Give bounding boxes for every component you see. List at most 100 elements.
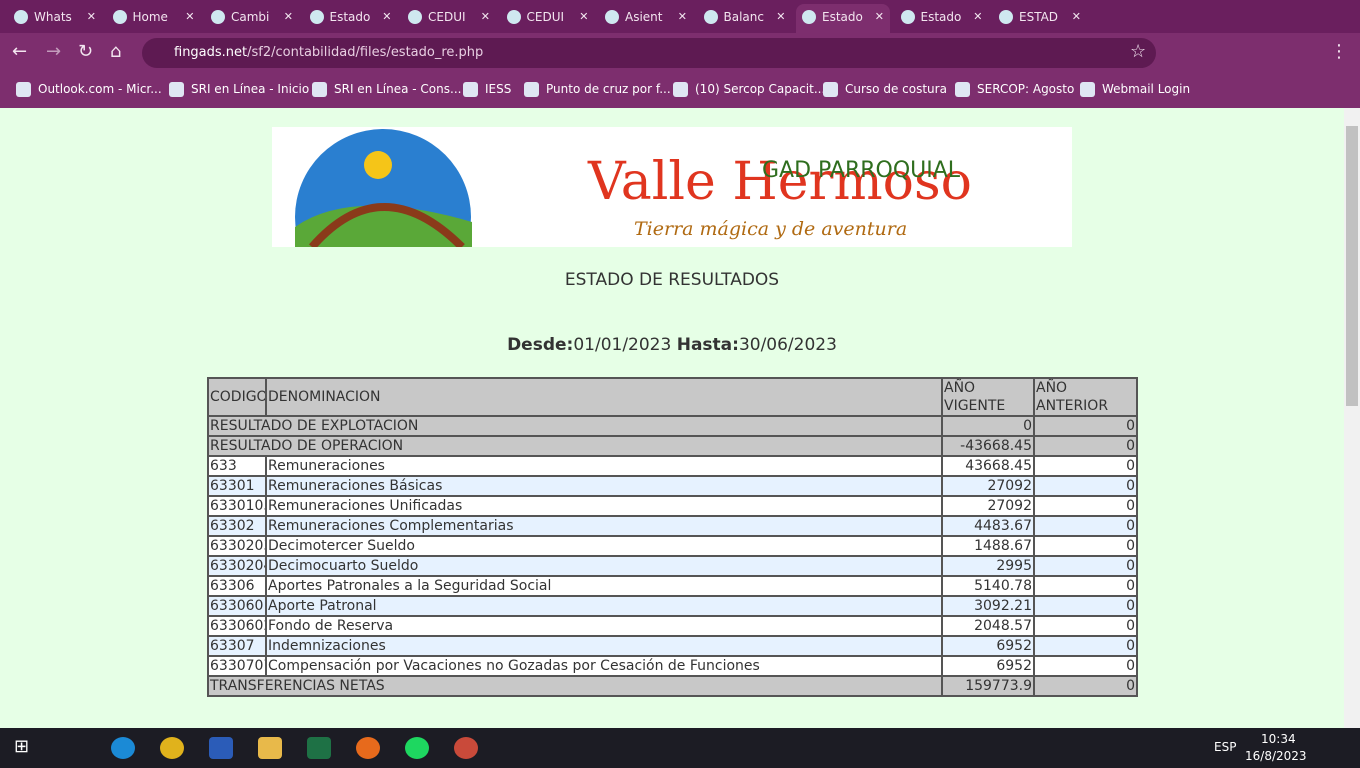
previous-year: 0 xyxy=(1033,475,1138,497)
current-year: 3092.21 xyxy=(941,595,1035,617)
tab[interactable]: Whats xyxy=(8,4,102,33)
tab[interactable]: CEDUI xyxy=(402,4,496,33)
logo-org: GAD PARROQUIAL xyxy=(762,158,961,183)
account-name: Aporte Patronal xyxy=(265,595,943,617)
table-row: 6330707Compensación por Vacaciones no Go… xyxy=(207,655,1138,677)
firefox-icon[interactable] xyxy=(356,737,380,759)
table-row: TRANSFERENCIAS NETAS 159773.9 0 xyxy=(207,675,1138,697)
logo-name: Valle Hermoso xyxy=(587,152,972,212)
bookmark[interactable]: (10) Sercop Capacit... xyxy=(673,82,825,97)
scroll-thumb[interactable] xyxy=(1346,126,1358,406)
previous-year: 0 xyxy=(1033,655,1138,677)
bookmark[interactable]: Curso de costura xyxy=(823,82,947,97)
reload-button[interactable]: ↻ xyxy=(78,41,94,62)
current-year: 159773.9 xyxy=(941,675,1035,697)
chrome-profile-icon[interactable] xyxy=(454,737,478,759)
section-name: TRANSFERENCIAS NETAS xyxy=(207,675,943,697)
edge-icon[interactable] xyxy=(111,737,135,759)
account-code: 6330602 xyxy=(207,615,267,637)
tab[interactable]: ESTAD xyxy=(993,4,1087,33)
explorer-icon[interactable] xyxy=(258,737,282,759)
table-row: RESULTADO DE OPERACION -43668.45 0 xyxy=(207,435,1138,457)
current-year: 0 xyxy=(941,415,1035,437)
spotify-icon[interactable] xyxy=(405,737,429,759)
previous-year: 0 xyxy=(1033,535,1138,557)
column-header: CODIGO xyxy=(207,377,267,417)
account-code: 6330105 xyxy=(207,495,267,517)
menu-button[interactable]: ⋮ xyxy=(1330,41,1348,62)
scrollbar[interactable] xyxy=(1344,108,1360,728)
table-row: 63301 Remuneraciones Básicas 27092 0 xyxy=(207,475,1138,497)
current-year: 1488.67 xyxy=(941,535,1035,557)
account-code: 6330601 xyxy=(207,595,267,617)
home-button[interactable]: ⌂ xyxy=(110,41,122,62)
header-row: CODIGO DENOMINACION AÑO VIGENTE AÑO ANTERIO… xyxy=(207,377,1138,417)
results-table: CODIGO DENOMINACION AÑO VIGENTE AÑO ANTERIO… xyxy=(207,377,1138,697)
account-code: 63306 xyxy=(207,575,267,597)
account-code: 6330707 xyxy=(207,655,267,677)
column-header: AÑO VIGENTE xyxy=(941,377,1035,417)
tab-strip: WhatsHomeCambiEstadoCEDUICEDUIAsientBala… xyxy=(0,0,1360,33)
bookmarks-bar: Outlook.com - Micr... SRI en Línea - Inic… xyxy=(0,73,1360,109)
account-code: 633 xyxy=(207,455,267,477)
language[interactable]: ESP xyxy=(1214,740,1237,754)
current-year: -43668.45 xyxy=(941,435,1035,457)
account-name: Aportes Patronales a la Seguridad Social xyxy=(265,575,943,597)
tab[interactable]: Balanc xyxy=(698,4,792,33)
to-date: 30/06/2023 xyxy=(738,335,837,355)
star-button[interactable]: ☆ xyxy=(1130,41,1147,62)
account-code: 63307 xyxy=(207,635,267,657)
previous-year: 0 xyxy=(1033,635,1138,657)
clock-time[interactable]: 10:34 xyxy=(1261,732,1296,746)
current-year: 6952 xyxy=(941,635,1035,657)
tab[interactable]: Estado xyxy=(304,4,398,33)
previous-year: 0 xyxy=(1033,415,1138,437)
url-host: fingads.net xyxy=(174,45,248,60)
word-icon[interactable] xyxy=(209,737,233,759)
account-name: Remuneraciones xyxy=(265,455,943,477)
account-code: 63302 xyxy=(207,515,267,537)
chrome-icon[interactable] xyxy=(160,737,184,759)
tab[interactable]: Estado xyxy=(895,4,989,33)
tab[interactable]: Asient xyxy=(599,4,693,33)
table-row: 63306 Aportes Patronales a la Seguridad S… xyxy=(207,575,1138,597)
table-row: 63302 Remuneraciones Complementarias 4483.… xyxy=(207,515,1138,537)
previous-year: 0 xyxy=(1033,575,1138,597)
back-button[interactable]: ← xyxy=(12,41,28,62)
bookmark[interactable]: SRI en Línea - Cons... xyxy=(312,82,461,97)
account-code: 6330204 xyxy=(207,555,267,577)
start-button[interactable]: ⊞ xyxy=(14,736,30,757)
bookmark[interactable]: IESS xyxy=(463,82,511,97)
account-name: Remuneraciones Complementarias xyxy=(265,515,943,537)
previous-year: 0 xyxy=(1033,595,1138,617)
bookmark[interactable]: Punto de cruz por f... xyxy=(524,82,671,97)
column-header: AÑO ANTERIOR xyxy=(1033,377,1138,417)
column-header: DENOMINACION xyxy=(265,377,943,417)
tab[interactable]: Home xyxy=(107,4,201,33)
url-path: /sf2/contabilidad/files/estado_re.php xyxy=(247,45,484,60)
clock-date[interactable]: 16/8/2023 xyxy=(1245,749,1307,763)
tab[interactable]: Estado xyxy=(796,4,890,33)
previous-year: 0 xyxy=(1033,455,1138,477)
forward-button[interactable]: → xyxy=(46,41,62,62)
table-row: RESULTADO DE EXPLOTACION 0 0 xyxy=(207,415,1138,437)
previous-year: 0 xyxy=(1033,615,1138,637)
logo-tagline: Tierra mágica y de aventura xyxy=(634,218,907,240)
tab[interactable]: CEDUI xyxy=(501,4,595,33)
bookmark[interactable]: Outlook.com - Micr... xyxy=(16,82,162,97)
to-label: Hasta: xyxy=(676,335,739,355)
url-field[interactable]: fingads.net/sf2/contabilidad/files/estad… xyxy=(142,38,1156,68)
account-name: Remuneraciones Unificadas xyxy=(265,495,943,517)
bookmark[interactable]: SERCOP: Agosto xyxy=(955,82,1074,97)
excel-icon[interactable] xyxy=(307,737,331,759)
tab[interactable]: Cambi xyxy=(205,4,299,33)
previous-year: 0 xyxy=(1033,555,1138,577)
bookmark[interactable]: Webmail Login xyxy=(1080,82,1190,97)
bookmark[interactable]: SRI en Línea - Inicio xyxy=(169,82,309,97)
